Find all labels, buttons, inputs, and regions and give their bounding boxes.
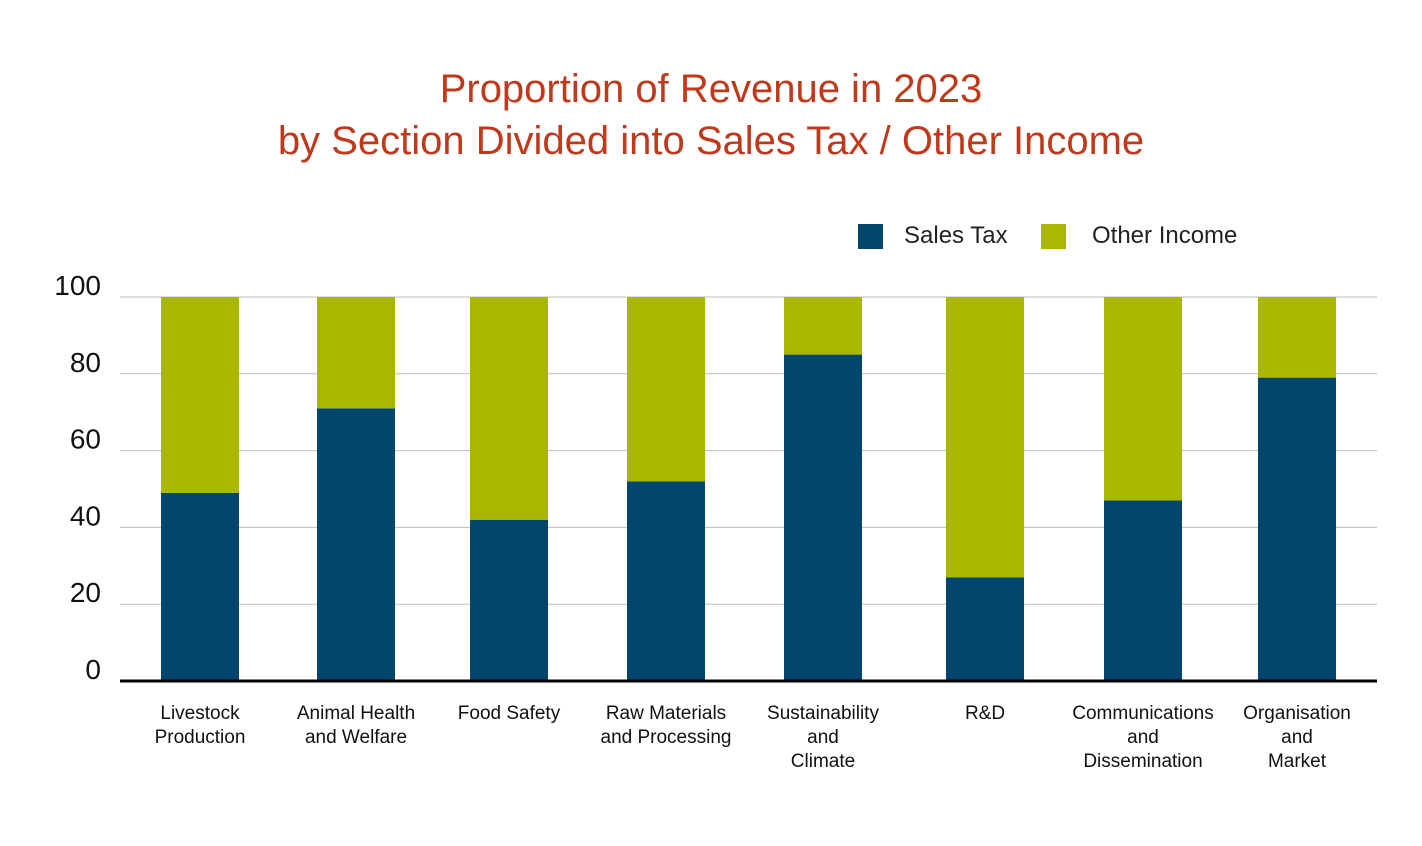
x-tick-label: Raw Materials and Processing <box>601 703 732 748</box>
x-axis-labels: Livestock Production Animal Health and Welf… <box>155 703 1351 772</box>
y-tick-label: 100 <box>54 270 101 301</box>
y-tick-label: 20 <box>70 577 101 608</box>
legend-swatch-other-income <box>1041 224 1066 249</box>
bar-other-income <box>784 297 862 355</box>
x-tick-label-line: Raw Materials <box>606 703 726 724</box>
legend-swatch-sales-tax <box>858 224 883 249</box>
bar-other-income <box>1258 297 1336 378</box>
bar-sales-tax <box>627 481 705 681</box>
x-tick-label-line: and <box>807 727 839 748</box>
y-axis-ticks: 0 20 40 60 80 100 <box>54 270 101 685</box>
x-tick-label-line: Sustainability <box>767 703 879 724</box>
bar-other-income <box>627 297 705 482</box>
y-tick-label: 0 <box>85 654 101 685</box>
y-tick-label: 60 <box>70 424 101 455</box>
x-tick-label-line: Communications <box>1072 703 1214 724</box>
x-tick-label-line: Climate <box>791 751 855 772</box>
x-tick-label-line: Livestock <box>160 703 240 724</box>
x-tick-label: Food Safety <box>458 703 561 724</box>
x-tick-label-line: and Processing <box>601 727 732 748</box>
x-tick-label: R&D <box>965 703 1005 724</box>
x-tick-label: Animal Health and Welfare <box>297 703 415 748</box>
bar-other-income <box>317 297 395 409</box>
legend-label-other-income: Other Income <box>1092 222 1237 249</box>
x-tick-label-line: Production <box>155 727 246 748</box>
bar-other-income <box>1104 297 1182 501</box>
x-tick-label-line: Market <box>1268 751 1327 772</box>
legend-label-sales-tax: Sales Tax <box>904 222 1008 249</box>
x-tick-label-line: and <box>1127 727 1159 748</box>
gridlines <box>120 296 1377 605</box>
bar-sales-tax <box>317 408 395 681</box>
bar-sales-tax <box>784 354 862 681</box>
x-tick-label-line: and Welfare <box>305 727 407 748</box>
x-tick-label: Sustainability and Climate <box>767 703 879 772</box>
bars <box>161 297 1336 681</box>
bar-other-income <box>946 297 1024 578</box>
bar-other-income <box>161 297 239 493</box>
y-tick-label: 80 <box>70 347 101 378</box>
x-tick-label: Livestock Production <box>155 703 246 748</box>
x-tick-label: Organisation and Market <box>1243 703 1351 772</box>
chart-title-line-1: Proportion of Revenue in 2023 <box>439 67 983 111</box>
bar-sales-tax <box>161 492 239 681</box>
x-tick-label-line: Organisation <box>1243 703 1351 724</box>
bar-sales-tax <box>946 577 1024 681</box>
chart-title-line-2: by Section Divided into Sales Tax / Othe… <box>277 119 1145 163</box>
bar-sales-tax <box>470 519 548 681</box>
y-tick-label: 40 <box>70 500 101 531</box>
x-tick-label-line: Dissemination <box>1083 751 1202 772</box>
x-tick-label-line: Animal Health <box>297 703 415 724</box>
x-tick-label-line: Food Safety <box>458 703 561 724</box>
x-tick-label: Communications and Dissemination <box>1072 703 1214 772</box>
bar-sales-tax <box>1258 377 1336 681</box>
bar-sales-tax <box>1104 500 1182 681</box>
legend: Sales Tax Other Income <box>858 222 1237 249</box>
bar-other-income <box>470 297 548 520</box>
x-tick-label-line: R&D <box>965 703 1005 724</box>
x-tick-label-line: and <box>1281 727 1313 748</box>
